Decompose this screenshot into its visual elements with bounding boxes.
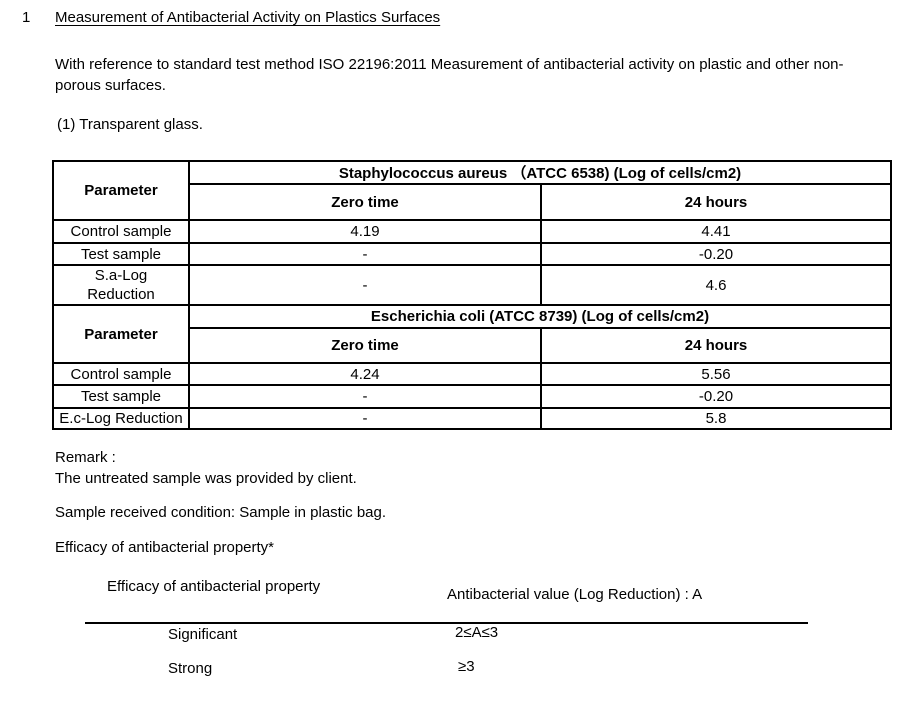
efficacy-range-significant: 2≤A≤3	[455, 624, 499, 641]
value-cell: -	[188, 384, 542, 409]
remark-label: Remark :	[55, 449, 116, 466]
efficacy-range-strong: ≥3	[458, 658, 475, 675]
value-cell: 5.8	[539, 407, 893, 430]
table-row: Test sample - -0.20	[52, 384, 893, 409]
sample-type-label: (1) Transparent glass.	[57, 116, 203, 133]
value-cell: 4.24	[188, 362, 542, 386]
row-label-test-sample-2: Test sample	[52, 384, 190, 409]
section-number: 1	[22, 9, 31, 26]
table-row: Parameter Staphylococcus aureus （ATCC 65…	[52, 160, 893, 221]
page-title: Measurement of Antibacterial Activity on…	[55, 9, 441, 26]
row-label-test-sample-1: Test sample	[52, 242, 190, 266]
remark-text: The untreated sample was provided by cli…	[55, 470, 357, 487]
table-row: Control sample 4.19 4.41	[52, 219, 893, 244]
col-header-24-hours-1: 24 hours	[539, 183, 893, 221]
table-row: E.c-Log Reduction - 5.8	[52, 407, 893, 430]
col-header-24-hours-2: 24 hours	[539, 327, 893, 364]
table-row: Control sample 4.24 5.56	[52, 362, 893, 386]
value-cell: 4.41	[539, 219, 893, 244]
efficacy-column-header: Efficacy of antibacterial property	[107, 578, 321, 595]
value-cell: 4.6	[539, 264, 893, 306]
sample-condition-text: Sample received condition: Sample in pla…	[55, 504, 387, 521]
organism-header-staphylococcus: Staphylococcus aureus （ATCC 6538) (Log o…	[187, 160, 893, 185]
row-label-control-sample-2: Control sample	[52, 362, 190, 386]
parameter-header-1: Parameter	[52, 160, 190, 221]
table-row: Zero time 24 hours	[53, 183, 893, 221]
col-header-zero-time-2: Zero time	[188, 327, 542, 364]
table-row: Test sample - -0.20	[52, 242, 893, 266]
value-cell: -0.20	[539, 242, 893, 266]
antibacterial-value-header: Antibacterial value (Log Reduction) : A	[447, 586, 703, 603]
results-table: Parameter Staphylococcus aureus （ATCC 65…	[52, 160, 893, 430]
efficacy-note: Efficacy of antibacterial property*	[55, 539, 275, 556]
row-label-control-sample-1: Control sample	[52, 219, 190, 244]
row-label-sa-log-reduction: S.a-Log Reduction	[52, 264, 190, 306]
col-header-zero-time-1: Zero time	[188, 183, 542, 221]
value-cell: 5.56	[539, 362, 893, 386]
efficacy-level-significant: Significant	[168, 626, 238, 643]
value-cell: -	[188, 264, 542, 306]
value-cell: -	[188, 242, 542, 266]
table-row: S.a-Log Reduction - 4.6	[52, 264, 893, 306]
value-cell: -	[188, 407, 542, 430]
efficacy-level-strong: Strong	[168, 660, 213, 677]
parameter-header-2: Parameter	[52, 304, 190, 364]
value-cell: 4.19	[188, 219, 542, 244]
table-row: Zero time 24 hours	[53, 327, 893, 364]
value-cell: -0.20	[539, 384, 893, 409]
intro-paragraph: With reference to standard test method I…	[55, 56, 844, 94]
row-label-ec-log-reduction: E.c-Log Reduction	[52, 407, 190, 430]
table-row: Parameter Escherichia coli (ATCC 8739) (…	[52, 304, 893, 364]
organism-header-escherichia: Escherichia coli (ATCC 8739) (Log of cel…	[187, 304, 893, 329]
efficacy-divider-line	[85, 622, 808, 624]
